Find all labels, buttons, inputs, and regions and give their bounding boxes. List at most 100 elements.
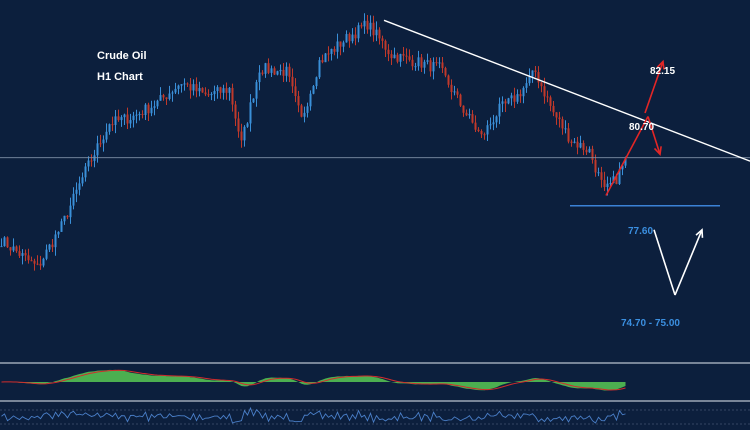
candle-body — [546, 96, 549, 98]
candle-body — [375, 29, 378, 36]
candle-body — [618, 169, 621, 184]
candle — [54, 230, 57, 256]
candle — [141, 110, 144, 119]
candle — [618, 162, 621, 185]
candle — [588, 146, 591, 153]
candle — [285, 62, 288, 82]
candle-body — [87, 160, 90, 167]
candle-body — [543, 86, 546, 97]
candle-body — [336, 41, 339, 52]
candle-body — [24, 253, 27, 256]
candle-body — [486, 125, 489, 135]
candle — [375, 21, 378, 42]
candle-body — [447, 75, 450, 85]
candle-body — [597, 172, 600, 174]
macd-signal-line — [1, 369, 626, 391]
arrow-head — [656, 59, 665, 70]
candle — [165, 97, 168, 105]
candle-body — [30, 260, 33, 262]
candle-body — [615, 176, 618, 184]
candle — [114, 110, 117, 134]
candle — [573, 138, 576, 144]
candle-body — [303, 112, 306, 117]
candle-body — [159, 95, 162, 101]
candle — [147, 102, 150, 121]
candle-body — [168, 93, 171, 100]
candle — [294, 78, 297, 103]
candle-body — [342, 42, 345, 47]
candle-body — [75, 189, 78, 194]
candle — [309, 90, 312, 111]
candle-body — [192, 84, 195, 91]
candle — [258, 65, 261, 91]
candle-body — [90, 160, 93, 162]
candle — [12, 238, 15, 253]
candle-body — [258, 72, 261, 83]
candle-body — [144, 104, 147, 116]
candle-body — [150, 107, 153, 114]
candle-body — [222, 88, 225, 93]
candle-body — [606, 183, 609, 188]
candle-body — [153, 106, 156, 108]
candle — [372, 15, 375, 42]
candle — [534, 66, 537, 78]
candle-body — [183, 83, 186, 85]
candle-body — [465, 112, 468, 116]
candle-body — [564, 128, 567, 130]
candle-body — [489, 124, 492, 126]
overlays — [0, 19, 750, 296]
candle-body — [624, 158, 627, 166]
candle-body — [246, 123, 249, 127]
candle — [267, 58, 270, 75]
candle-body — [33, 260, 36, 264]
candle — [42, 257, 45, 268]
candle — [204, 87, 207, 97]
candle — [354, 27, 357, 46]
candle-body — [108, 124, 111, 132]
candle-body — [180, 84, 183, 86]
candle-body — [123, 114, 126, 118]
candle-body — [453, 91, 456, 93]
candle — [468, 108, 471, 119]
candle-body — [330, 48, 333, 54]
candle — [390, 50, 393, 65]
candle — [108, 123, 111, 135]
candle-body — [282, 69, 285, 76]
candle-body — [621, 165, 624, 170]
candle — [171, 90, 174, 102]
candle — [33, 258, 36, 271]
candle — [570, 139, 573, 147]
candle — [513, 87, 516, 108]
candle-body — [9, 247, 12, 251]
candle — [162, 93, 165, 101]
candle — [153, 100, 156, 116]
candle — [579, 135, 582, 149]
candles — [0, 13, 627, 271]
candle-body — [585, 149, 588, 153]
candle-body — [411, 59, 414, 67]
candle-body — [534, 70, 537, 73]
candle — [369, 15, 372, 37]
candle — [81, 172, 84, 187]
candle — [414, 62, 417, 71]
candle — [483, 132, 486, 140]
candle — [216, 85, 219, 99]
candle-body — [456, 91, 459, 95]
candle-body — [432, 62, 435, 72]
candle — [498, 97, 501, 125]
candle-body — [459, 94, 462, 106]
candle-body — [498, 103, 501, 117]
candle — [327, 46, 330, 62]
candle — [144, 103, 147, 121]
candle — [447, 74, 450, 88]
candle — [18, 245, 21, 258]
candle — [228, 87, 231, 101]
candle-body — [351, 34, 354, 42]
candle — [417, 50, 420, 71]
candle — [576, 136, 579, 155]
candle-body — [519, 94, 522, 97]
candle-body — [48, 244, 51, 250]
candle — [6, 236, 9, 248]
candle — [471, 110, 474, 124]
candle-body — [357, 25, 360, 39]
